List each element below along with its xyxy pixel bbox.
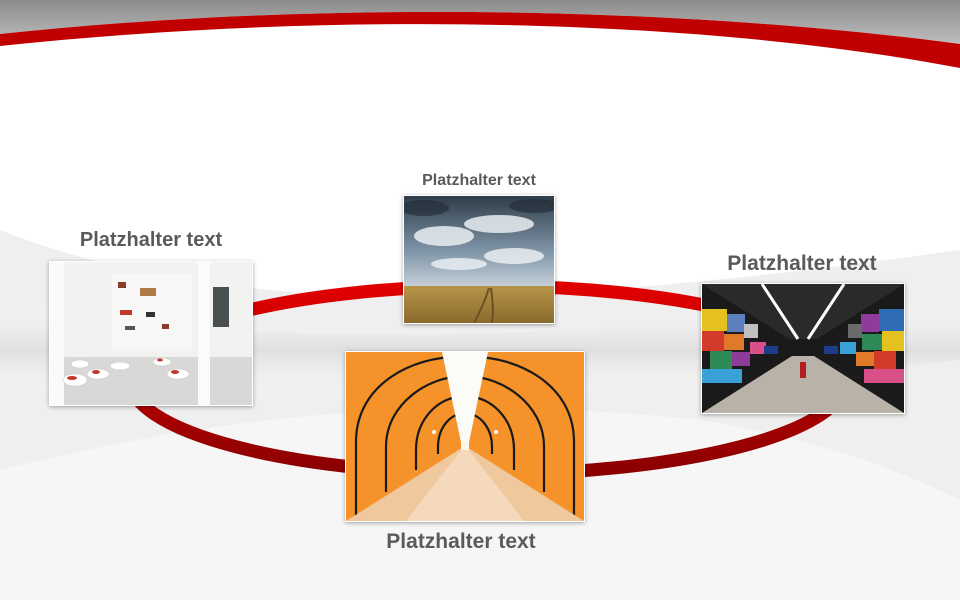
caption-top: Platzhalter text [422,172,536,189]
caption-left: Platzhalter text [79,229,223,251]
caption-right: Platzhalter text [727,252,877,275]
colorful-subway-station-image [702,284,904,413]
header-gray-band [0,0,960,44]
photo-top [403,195,555,324]
caption-bottom: Platzhalter text [386,530,536,553]
header-red-arc [0,11,960,68]
photo-left [49,261,253,406]
photo-right [701,283,905,414]
museum-gallery-image [50,262,252,405]
stormy-sky-wheat-field-image [404,196,554,323]
photo-bottom [345,351,585,522]
orange-tunnel-image [346,352,584,521]
